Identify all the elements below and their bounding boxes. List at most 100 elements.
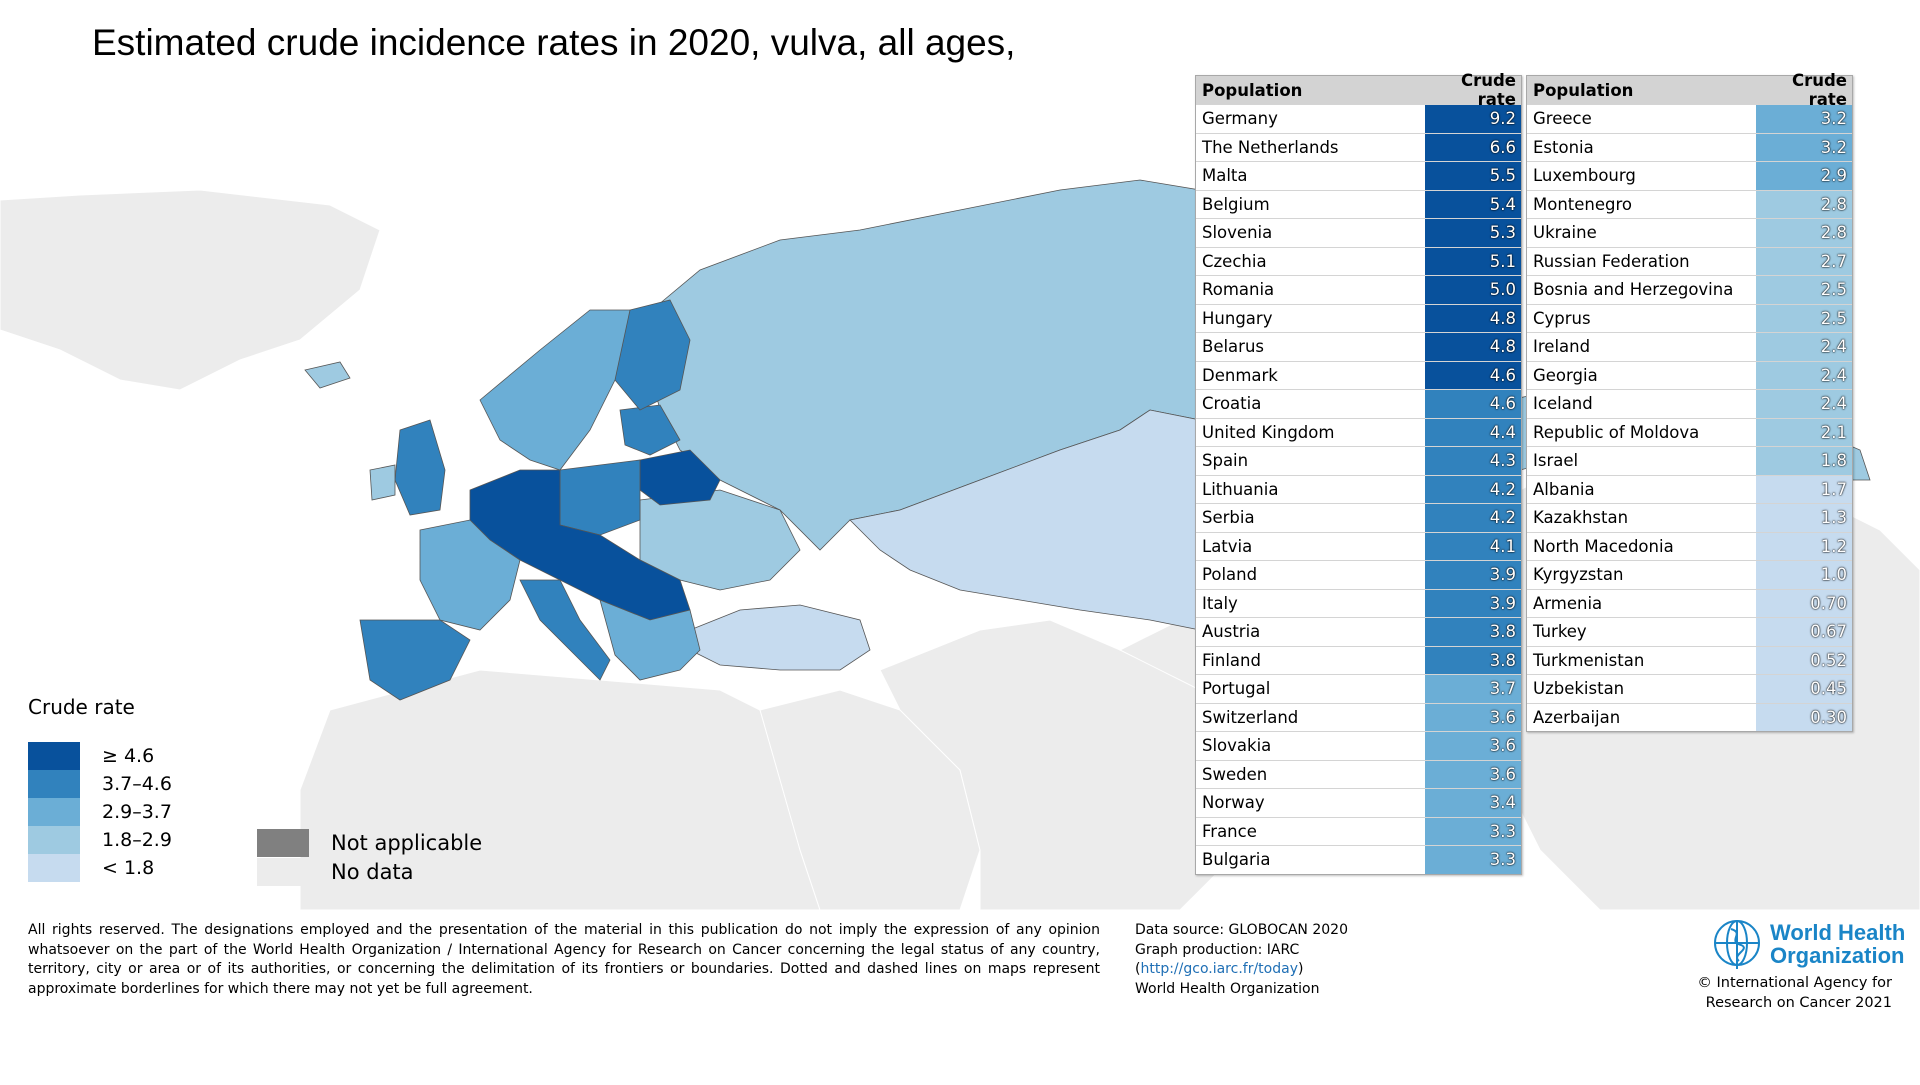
- population-cell: Spain: [1202, 451, 1249, 471]
- population-cell: Uzbekistan: [1533, 679, 1625, 699]
- rate-cell: 0.45: [1756, 675, 1852, 703]
- population-cell: Austria: [1202, 622, 1261, 642]
- table-row: Italy 3.9: [1196, 588, 1521, 617]
- legend-swatch: [28, 742, 80, 770]
- rate-cell: 9.2: [1425, 105, 1521, 133]
- table-row: Ireland 2.4: [1527, 332, 1852, 361]
- rate-cell: 3.8: [1425, 646, 1521, 674]
- population-cell: Georgia: [1533, 365, 1598, 385]
- population-cell: Denmark: [1202, 365, 1278, 385]
- table-row: Switzerland 3.6: [1196, 702, 1521, 731]
- population-cell: Latvia: [1202, 536, 1253, 556]
- population-cell: Kyrgyzstan: [1533, 565, 1624, 585]
- rates-table-right: Population Crude rate Greece 3.2 Estonia 3.…: [1526, 71, 1853, 732]
- population-cell: North Macedonia: [1533, 536, 1674, 556]
- population-cell: Malta: [1202, 166, 1248, 186]
- table-row: Azerbaijan 0.30: [1527, 702, 1852, 731]
- population-cell: Azerbaijan: [1533, 707, 1621, 727]
- legend-not-applicable: Not applicable: [257, 829, 482, 857]
- table-row: Finland 3.8: [1196, 645, 1521, 674]
- copyright-text: © International Agency for Research on C…: [1697, 974, 1892, 1013]
- population-cell: United Kingdom: [1202, 422, 1335, 442]
- population-cell: Belarus: [1202, 337, 1265, 357]
- baltics-region: [619, 404, 681, 456]
- table-row: Kyrgyzstan 1.0: [1527, 560, 1852, 589]
- legend-label: No data: [331, 860, 414, 884]
- rate-cell: 3.6: [1425, 703, 1521, 731]
- rate-cell: 3.2: [1756, 105, 1852, 133]
- table-row: Norway 3.4: [1196, 788, 1521, 817]
- population-cell: Romania: [1202, 280, 1275, 300]
- rate-cell: 0.30: [1756, 703, 1852, 731]
- rate-cell: 3.9: [1425, 561, 1521, 589]
- rate-cell: 5.5: [1425, 162, 1521, 190]
- rate-cell: 2.9: [1756, 162, 1852, 190]
- table-row: Serbia 4.2: [1196, 503, 1521, 532]
- legend-swatch: [257, 858, 309, 886]
- legend-swatch: [28, 826, 80, 854]
- legend-label: 3.7–4.6: [102, 773, 172, 795]
- rate-cell: 4.6: [1425, 390, 1521, 418]
- population-cell: Serbia: [1202, 508, 1255, 528]
- population-cell: Sweden: [1202, 764, 1268, 784]
- population-cell: Hungary: [1202, 308, 1273, 328]
- rate-cell: 1.3: [1756, 504, 1852, 532]
- rate-header: Crude rate: [1461, 71, 1516, 109]
- table-row: Germany 9.2: [1196, 104, 1521, 133]
- source-link[interactable]: http://gco.iarc.fr/today: [1140, 961, 1298, 977]
- rate-cell: 2.5: [1756, 276, 1852, 304]
- table-row: Hungary 4.8: [1196, 303, 1521, 332]
- population-cell: Bosnia and Herzegovina: [1533, 280, 1734, 300]
- copyright-line1: © International Agency for: [1697, 975, 1892, 991]
- table-row: Belgium 5.4: [1196, 189, 1521, 218]
- population-cell: Greece: [1533, 109, 1592, 129]
- table-header: Population Crude rate: [1196, 71, 1521, 109]
- table-row: Kazakhstan 1.3: [1527, 503, 1852, 532]
- rate-cell: 5.0: [1425, 276, 1521, 304]
- table-row: Georgia 2.4: [1527, 360, 1852, 389]
- rate-cell: 2.8: [1756, 219, 1852, 247]
- france-region: [419, 519, 521, 631]
- rate-cell: 3.2: [1756, 133, 1852, 161]
- table-row: Ukraine 2.8: [1527, 218, 1852, 247]
- population-cell: Bulgaria: [1202, 850, 1271, 870]
- table-row: Greece 3.2: [1527, 104, 1852, 133]
- population-cell: France: [1202, 821, 1257, 841]
- population-cell: Armenia: [1533, 593, 1603, 613]
- population-cell: Norway: [1202, 793, 1265, 813]
- legend-title: Crude rate: [28, 695, 135, 719]
- legend-no-data: No data: [257, 858, 414, 886]
- population-cell: Slovakia: [1202, 736, 1272, 756]
- table-row: Bosnia and Herzegovina 2.5: [1527, 275, 1852, 304]
- population-cell: Ireland: [1533, 337, 1591, 357]
- table-row: Latvia 4.1: [1196, 531, 1521, 560]
- population-cell: Russian Federation: [1533, 251, 1690, 271]
- legend-class-5: < 1.8: [28, 854, 154, 882]
- rate-cell: 3.7: [1425, 675, 1521, 703]
- legend-class-2: 3.7–4.6: [28, 770, 172, 798]
- rate-cell: 5.4: [1425, 190, 1521, 218]
- data-source-line: Data source: GLOBOCAN 2020: [1135, 922, 1348, 938]
- rate-cell: 0.52: [1756, 646, 1852, 674]
- rate-cell: 4.6: [1425, 361, 1521, 389]
- source-link-line: (http://gco.iarc.fr/today): [1135, 961, 1304, 977]
- legend-swatch: [28, 798, 80, 826]
- rate-cell: 1.0: [1756, 561, 1852, 589]
- rate-cell: 3.6: [1425, 760, 1521, 788]
- population-cell: Albania: [1533, 479, 1595, 499]
- rate-cell: 3.3: [1425, 817, 1521, 845]
- population-cell: Poland: [1202, 565, 1258, 585]
- who-name: World Health Organization: [1770, 921, 1905, 967]
- population-cell: Estonia: [1533, 137, 1594, 157]
- population-cell: Turkmenistan: [1533, 650, 1645, 670]
- table-row: Lithuania 4.2: [1196, 474, 1521, 503]
- rate-cell: 3.9: [1425, 589, 1521, 617]
- rate-cell: 4.8: [1425, 304, 1521, 332]
- rate-cell: 0.70: [1756, 589, 1852, 617]
- table-row: Sweden 3.6: [1196, 759, 1521, 788]
- copyright-line2: Research on Cancer 2021: [1705, 994, 1892, 1011]
- table-body-left: Germany 9.2 The Netherlands 6.6 Malta 5.5 Belg…: [1196, 104, 1521, 874]
- rates-table-left: Population Crude rate Germany 9.2 The Neth…: [1195, 71, 1522, 875]
- population-header: Population: [1533, 80, 1634, 100]
- population-cell: Israel: [1533, 451, 1579, 471]
